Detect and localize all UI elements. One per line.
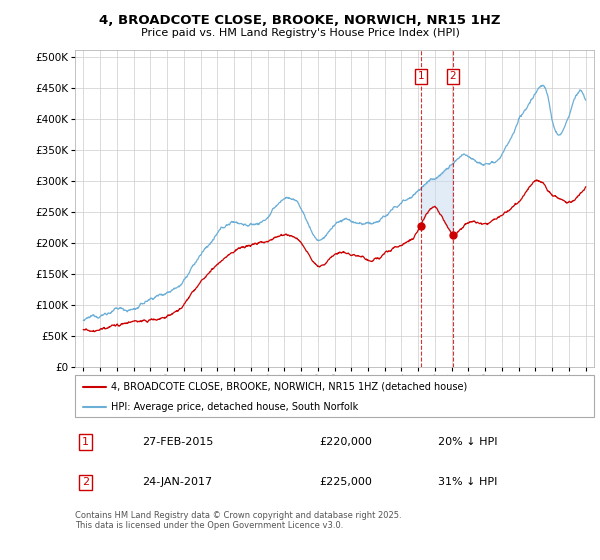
Text: £225,000: £225,000 [319,478,372,487]
Text: 2: 2 [449,72,456,81]
FancyBboxPatch shape [75,375,594,417]
Text: Price paid vs. HM Land Registry's House Price Index (HPI): Price paid vs. HM Land Registry's House … [140,28,460,38]
Text: 24-JAN-2017: 24-JAN-2017 [142,478,212,487]
Text: 31% ↓ HPI: 31% ↓ HPI [438,478,497,487]
Text: 1: 1 [418,72,424,81]
Text: Contains HM Land Registry data © Crown copyright and database right 2025.
This d: Contains HM Land Registry data © Crown c… [75,511,401,530]
Text: 4, BROADCOTE CLOSE, BROOKE, NORWICH, NR15 1HZ (detached house): 4, BROADCOTE CLOSE, BROOKE, NORWICH, NR1… [112,382,467,392]
Text: HPI: Average price, detached house, South Norfolk: HPI: Average price, detached house, Sout… [112,402,359,412]
Text: 27-FEB-2015: 27-FEB-2015 [142,437,214,447]
Text: 1: 1 [82,437,89,447]
Text: £220,000: £220,000 [319,437,372,447]
Text: 20% ↓ HPI: 20% ↓ HPI [438,437,498,447]
Text: 2: 2 [82,478,89,487]
Text: 4, BROADCOTE CLOSE, BROOKE, NORWICH, NR15 1HZ: 4, BROADCOTE CLOSE, BROOKE, NORWICH, NR1… [99,14,501,27]
